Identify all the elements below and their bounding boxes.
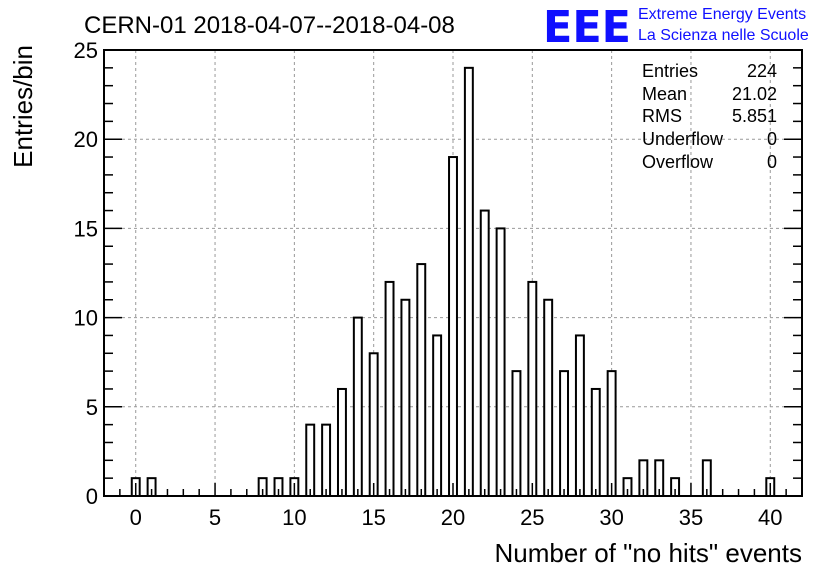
histogram-bar [416, 263, 427, 497]
chart-title: CERN-01 2018-04-07--2018-04-08 [84, 12, 455, 39]
eee-logo-line1: Extreme Energy Events [638, 6, 806, 23]
x-tick-label: 20 [441, 505, 465, 530]
x-tick-label: 0 [130, 505, 142, 530]
histogram-bar [448, 156, 458, 497]
eee-logo-letters: EEE [543, 2, 631, 53]
histogram-bar [479, 209, 490, 497]
histogram-bar [321, 423, 332, 498]
y-tick-label: 15 [74, 216, 98, 241]
histogram-bar [606, 370, 617, 497]
histogram-bar [559, 370, 570, 497]
y-tick-label: 25 [74, 38, 98, 63]
stats-overflow-label: Overflow [642, 152, 714, 172]
histogram-bar [511, 370, 522, 497]
eee-logo: EEE Extreme Energy Events La Scienza nel… [543, 2, 809, 53]
histogram-bar [336, 387, 347, 497]
stats-rms-label: RMS [642, 106, 682, 126]
y-tick-label: 20 [74, 127, 98, 152]
y-axis-ticks: 0 5 10 15 20 25 [74, 38, 802, 509]
eee-logo-line2: La Scienza nelle Scuole [638, 27, 809, 44]
y-tick-label: 5 [86, 395, 98, 420]
histogram-bar [400, 298, 411, 498]
histogram-bar [352, 316, 363, 497]
stats-mean-value: 21.02 [732, 84, 777, 104]
histogram-bar [574, 334, 585, 497]
x-tick-label: 5 [209, 505, 221, 530]
stats-mean-label: Mean [642, 84, 687, 104]
stats-overflow-value: 0 [767, 152, 777, 172]
y-tick-label: 0 [86, 484, 98, 509]
histogram-bar [368, 352, 379, 497]
x-tick-label: 25 [520, 505, 544, 530]
x-axis-ticks: 0 5 10 15 20 25 30 35 40 [103, 483, 803, 530]
histogram-bar [543, 298, 554, 498]
x-tick-label: 10 [282, 505, 306, 530]
x-tick-label: 30 [599, 505, 623, 530]
x-tick-label: 40 [758, 505, 782, 530]
y-tick-label: 10 [74, 306, 98, 331]
histogram-bar [432, 334, 443, 497]
histogram-bar [384, 280, 395, 498]
stats-rms-value: 5.851 [732, 106, 777, 126]
histogram-bar [305, 423, 316, 498]
histogram-bar [527, 280, 538, 498]
histogram-bar [495, 227, 506, 497]
x-tick-label: 35 [679, 505, 703, 530]
y-axis-label: Entries/bin [8, 45, 38, 168]
histogram-bar [463, 66, 474, 497]
stats-underflow-label: Underflow [642, 129, 724, 149]
x-tick-label: 15 [361, 505, 385, 530]
stats-entries-label: Entries [642, 61, 698, 81]
stats-underflow-value: 0 [767, 129, 777, 149]
histogram-bar [590, 387, 601, 497]
x-axis-label: Number of "no hits" events [495, 538, 803, 568]
stats-entries-value: 224 [747, 61, 777, 81]
stats-box: Entries 224 Mean 21.02 RMS 5.851 Underfl… [642, 61, 777, 172]
